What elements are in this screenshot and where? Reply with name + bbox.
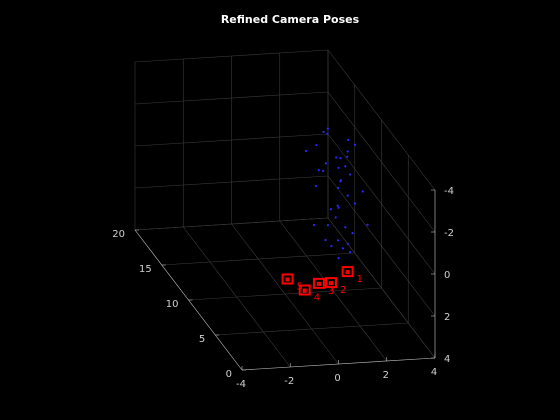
camera [298,284,311,296]
z-tick-label: 2 [444,312,450,323]
camera-lens [285,277,290,282]
point [349,173,352,176]
point [346,242,349,245]
camera [312,277,325,289]
camera-label: 1 [357,274,363,285]
point [336,204,339,207]
grid-line [327,217,436,359]
point [337,166,340,169]
point [347,138,350,141]
camera-label: 4 [314,293,320,304]
point [346,150,349,153]
point [314,184,317,188]
x-tick-label: -2 [284,376,294,387]
point [337,206,340,209]
point [334,216,337,219]
point [346,194,349,197]
camera-lens [329,281,333,286]
grid-line [161,252,355,266]
camera-lens [345,270,350,275]
camera-lens [316,281,321,286]
grid-line [134,175,329,189]
point [344,226,347,229]
z-tick-label: 0 [444,270,450,281]
camera [281,273,294,285]
grid-line [327,49,436,191]
grid-line [327,175,436,317]
point [324,238,327,242]
grid-line [134,217,329,231]
grid-line [327,91,436,233]
x-tick-label: 0 [334,373,340,384]
point [322,130,325,134]
grid-line [188,287,382,301]
x-tick-label: -4 [236,379,246,390]
x-tick-label: 4 [431,367,437,378]
grid-line [134,91,329,105]
point [361,190,364,193]
camera-lens [302,288,307,293]
point [353,202,357,205]
point [315,143,318,147]
camera [341,266,354,278]
camera-label: 2 [340,285,346,296]
point [305,149,308,153]
z-tick-label: -4 [444,186,454,197]
point [326,224,329,227]
y-tick-label: 20 [112,229,125,240]
point [337,257,340,260]
point [330,244,333,248]
point [324,162,328,165]
y-tick-label: 5 [199,334,205,345]
point [346,155,349,158]
y-tick-label: 0 [226,369,232,380]
grid-line [134,133,329,147]
y-tick-label: 10 [166,299,179,310]
point [341,247,344,250]
point [353,143,357,146]
point [339,180,342,183]
point [349,251,352,254]
camera [325,277,337,289]
camera-label: 5 [297,282,303,293]
point [326,127,329,130]
x-tick-label: 2 [383,370,389,381]
point [366,223,369,226]
grid-line [215,322,409,336]
point [335,156,338,159]
point [336,239,340,242]
point [344,165,347,168]
point [312,223,316,227]
point [339,157,342,160]
chart-title: Refined Camera Poses [221,13,360,26]
z-tick-label: 4 [444,354,450,365]
point [321,169,325,172]
point [329,208,332,211]
grid-line [327,133,436,275]
point [351,232,354,235]
grid-line [134,49,329,63]
point [326,132,329,135]
z-tick-label: -2 [444,228,454,239]
camera-label: 3 [328,286,334,297]
point [336,186,340,189]
point [317,169,320,172]
y-tick-label: 15 [139,264,152,275]
